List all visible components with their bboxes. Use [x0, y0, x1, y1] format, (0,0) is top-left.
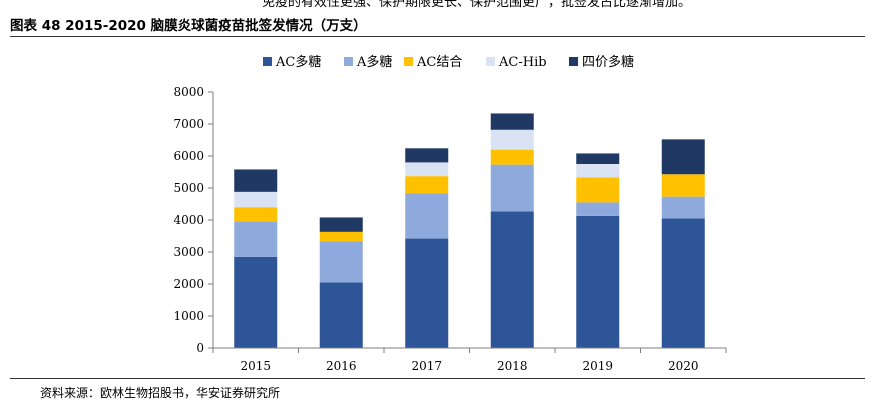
bar-segment: [661, 218, 705, 348]
legend-label: AC多糖: [275, 54, 321, 70]
bar-segment: [661, 139, 705, 175]
bar-segment: [319, 282, 363, 348]
bar-segment: [234, 169, 278, 192]
bar-segment: [661, 196, 705, 219]
y-tick-label: 0: [196, 341, 204, 355]
legend-item: 四价多糖: [569, 54, 634, 70]
legend-item: A多糖: [344, 54, 392, 70]
x-tick-label: 2018: [497, 359, 528, 373]
bar-segment: [576, 153, 620, 164]
legend-swatch: [404, 57, 413, 66]
y-tick-label: 2000: [173, 277, 204, 291]
legend-swatch: [344, 57, 353, 66]
legend-swatch: [486, 57, 495, 66]
bar-segment: [405, 238, 449, 348]
legend-label: A多糖: [356, 54, 392, 70]
bar-stack-2018: [490, 113, 534, 348]
bar-segment: [405, 148, 449, 163]
title-divider: [10, 36, 865, 37]
legend-item: AC多糖: [263, 54, 321, 70]
bar-segment: [405, 162, 449, 177]
legend-swatch: [569, 57, 578, 66]
x-tick-label: 2016: [326, 359, 357, 373]
legend-label: 四价多糖: [582, 54, 634, 70]
bar-segment: [576, 215, 620, 348]
bar-stacks: [234, 113, 705, 348]
bar-segment: [490, 129, 534, 150]
figure-title: 图表 48 2015-2020 脑膜炎球菌疫苗批签发情况（万支）: [10, 18, 367, 34]
x-tick-label: 2017: [411, 359, 442, 373]
bar-segment: [234, 207, 278, 222]
bar-segment: [490, 149, 534, 165]
bar-stack-2017: [405, 148, 449, 348]
bar-segment: [234, 256, 278, 348]
bar-stack-2016: [319, 217, 363, 348]
legend-item: AC结合: [404, 55, 462, 70]
x-axis: 2015 2016 2017 2018 2019 2020: [212, 347, 727, 373]
bar-stack-2020: [661, 139, 705, 348]
bar-segment: [319, 217, 363, 232]
legend-swatch: [263, 57, 272, 66]
legend-item: AC-Hib: [486, 55, 547, 70]
x-tick-label: 2020: [668, 359, 699, 373]
y-tick-label: 4000: [173, 213, 204, 227]
bar-segment: [661, 174, 705, 197]
bar-segment: [319, 241, 363, 283]
y-tick-label: 7000: [173, 117, 204, 131]
bar-segment: [405, 193, 449, 239]
y-tick-label: 3000: [173, 245, 204, 259]
bar-segment: [576, 177, 620, 203]
bar-segment: [405, 176, 449, 194]
bar-segment: [490, 211, 534, 348]
y-tick-label: 8000: [173, 85, 204, 99]
bar-stack-2015: [234, 169, 278, 348]
x-tick-label: 2015: [240, 359, 271, 373]
y-tick-label: 5000: [173, 181, 204, 195]
bar-segment: [234, 221, 278, 257]
bar-segment: [576, 164, 620, 178]
bar-segment: [576, 202, 620, 216]
bar-segment: [490, 113, 534, 130]
source-note: 资料来源：欧林生物招股书，华安证券研究所: [40, 386, 281, 400]
y-tick-label: 6000: [173, 149, 204, 163]
legend-label: AC-Hib: [498, 55, 547, 70]
x-tick-label: 2019: [582, 359, 613, 373]
legend-label: AC结合: [416, 55, 462, 70]
stacked-bar-chart: AC多糖 A多糖 AC结合 AC-Hib 四价多糖 0 1000 2000 3000 4000 5…: [173, 54, 727, 373]
bar-segment: [234, 191, 278, 208]
y-tick-label: 1000: [173, 309, 204, 323]
y-axis: 0 1000 2000 3000 4000 5000 6000 7000 8000: [173, 85, 214, 355]
bar-segment: [490, 164, 534, 212]
chart-legend: AC多糖 A多糖 AC结合 AC-Hib 四价多糖: [263, 54, 634, 70]
bar-stack-2019: [576, 153, 620, 348]
bar-segment: [319, 231, 363, 242]
source-divider: [10, 378, 865, 379]
previous-paragraph-fragment: 免疫的有效性更强、保护期限更长、保护范围更广，批签发占比逐渐增加。: [262, 0, 692, 10]
